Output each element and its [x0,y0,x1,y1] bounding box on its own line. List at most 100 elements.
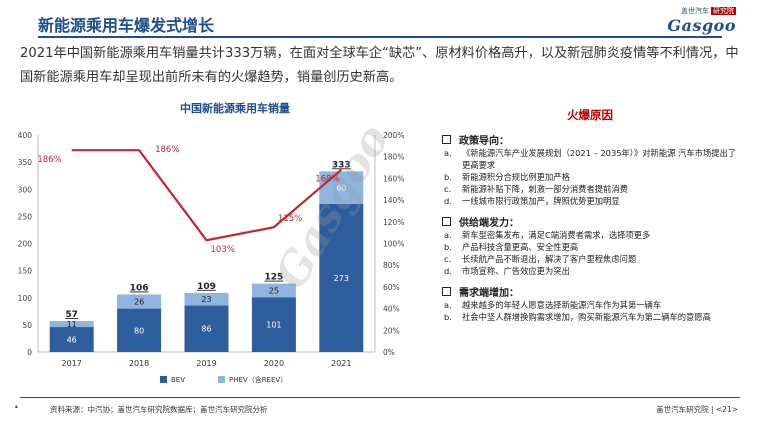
y-tick-label: 200 [18,240,33,249]
checkbox-square-icon [442,217,451,226]
page-title: 新能源乘用车爆发式增长 [38,16,215,35]
growth-label: 115% [278,214,302,224]
bar-phev [319,171,364,204]
y-tick-label: 100 [18,294,33,303]
y2-tick-label: 40% [383,305,400,314]
chart-title: 中国新能源乘用车销量 [180,102,290,115]
reason-section-heading: 供给端发力： [442,214,742,229]
bar-phev [49,321,94,328]
reason-item-marker: b. [444,172,452,182]
reason-item-marker: b. [444,242,452,252]
reasons-list: 政策导向： a. 《新能源汽车产业发展规划（2021 – 2035年）》对新能源 汽… [442,128,742,323]
section-heading-text: 供给端发力： [459,218,519,229]
y2-tick-label: 0% [383,348,395,357]
reason-item-text: 新能源补贴下降，刺激一部分消费者提前消费 [462,184,628,194]
growth-label: 168% [315,175,339,185]
growth-label: 186% [37,155,61,165]
y2-tick-label: 100% [383,240,404,249]
reason-item: b. 产品科技含量更高、安全性更高 [444,241,742,253]
bar-phev [251,283,296,298]
section-heading-text: 需求端增加： [459,288,519,299]
y2-tick-label: 140% [383,196,404,205]
x-tick-label: 2019 [196,359,216,368]
reason-item-text: 《新能源汽车产业发展规划（2021 – 2035年）》对新能源 汽车市场提出了更… [462,148,737,170]
intro-paragraph: 2021年中国新能源乘用车销量共计333万辆，在面对全球车企“缺芯”、原材料价格… [20,46,739,85]
reason-item-text: 市场宣称、广告效应更为突出 [462,266,570,276]
reason-item: c. 新能源补贴下降，刺激一部分消费者提前消费 [444,183,742,195]
legend-label-phev: PHEV（含REEV） [229,375,287,384]
x-tick-label: 2018 [129,359,149,368]
legend-swatch-phev [218,376,225,383]
y2-tick-label: 60% [383,283,400,292]
reason-item-marker: d. [444,196,452,206]
y-tick-label: 50 [22,321,32,330]
reason-item: a. 越来越多的年轻人愿意选择新能源汽车作为其第一辆车 [444,299,742,311]
bar-bev [49,327,94,352]
growth-line [71,149,343,242]
reason-item-text: 越来越多的年轻人愿意选择新能源汽车作为其第一辆车 [462,300,662,310]
total-label: 57 [65,310,78,320]
reason-section-heading: 政策导向： [442,132,742,147]
page-number: 盖世汽车研究院 | <21> [656,405,738,414]
bar-phev [117,294,162,309]
legend-swatch-bev [160,376,167,383]
logo-small-text: 盖世汽车 [681,7,709,15]
section-heading-text: 政策导向： [459,136,509,147]
x-tick-label: 2017 [62,359,82,368]
bar-bev [117,308,162,352]
reason-item-text: 一线城市限行政策加严，牌照优势更加明显 [462,196,620,206]
growth-label: 103% [211,245,235,255]
reason-item-text: 新车型密集发布，满足C端消费者需求，选择项更多 [462,230,651,240]
total-label: 125 [265,273,284,283]
logo-wordmark: Gasgoo [667,16,736,35]
bar-bev [319,203,364,352]
bev-value-label: 273 [334,274,349,283]
reason-item-marker: a. [444,230,452,240]
bev-value-label: 101 [266,321,281,330]
phev-value-label: 26 [134,298,144,307]
source-note: 资料来源：中汽协；盖世汽车研究院数据库；盖世汽车研究院分析 [50,405,268,414]
title-divider [38,36,722,38]
reason-item-marker: b. [444,312,452,322]
reason-section-heading: 需求端增加： [442,284,742,299]
phev-value-label: 23 [201,295,211,304]
phev-value-label: 25 [269,286,279,295]
y2-tick-label: 180% [383,153,404,162]
reason-item: c. 长续航产品不断退出，解决了客户里程焦虑问题 [444,253,742,265]
reason-item: d. 市场宣称、广告效应更为突出 [444,265,742,277]
checkbox-square-icon [442,135,451,144]
bev-value-label: 80 [134,326,144,335]
y2-tick-label: 80% [383,261,400,270]
y-tick-label: 300 [18,185,33,194]
checkbox-square-icon [442,287,451,296]
footer-bullet: • [14,403,19,412]
total-label: 106 [130,283,149,293]
y-tick-label: 250 [18,212,33,221]
reason-item-marker: a. [444,148,452,158]
gasgoo-logo: 盖世汽车 研究院 Gasgoo [667,6,736,35]
bar-phev [184,292,229,306]
reason-item: a. 《新能源汽车产业发展规划（2021 – 2035年）》对新能源 汽车市场提出… [444,147,742,171]
bev-value-label: 86 [201,325,211,334]
reason-item-marker: a. [444,300,452,310]
reason-item-marker: d. [444,266,452,276]
reason-item-marker: c. [444,254,452,264]
y2-tick-label: 160% [383,174,404,183]
y2-tick-label: 20% [383,326,400,335]
legend-label-bev: BEV [171,376,185,384]
logo-badge: 研究院 [711,7,736,15]
reason-item: a. 新车型密集发布，满足C端消费者需求，选择项更多 [444,229,742,241]
y-tick-label: 400 [18,131,33,140]
reason-item-text: 产品科技含量更高、安全性更高 [462,242,579,252]
growth-label: 186% [155,145,179,155]
y2-tick-label: 120% [383,218,404,227]
y-tick-label: 0 [27,348,32,357]
reason-item-text: 社会中坚人群增换购需求增加，购买新能源汽车为第二辆车的意愿高 [462,312,711,322]
reason-item-text: 长续航产品不断退出，解决了客户里程焦虑问题 [462,254,637,264]
total-label: 333 [332,160,351,170]
sales-chart: 0 50 100 150 200 250 300 350 400 0% 20% 40% 60% 80% 10… [18,116,405,384]
total-label: 109 [197,282,216,292]
reason-item-marker: c. [444,184,452,194]
bar-bev [184,305,229,352]
bev-value-label: 46 [67,336,77,345]
